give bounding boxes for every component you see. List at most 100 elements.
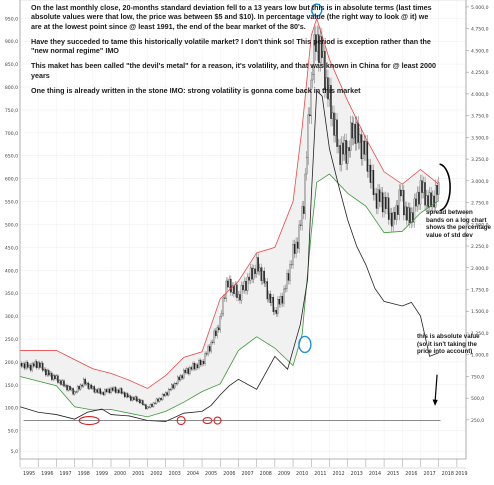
candle-body: [271, 297, 273, 303]
candle-body: [98, 388, 100, 393]
highlight-ellipse: [202, 416, 213, 425]
candle-body: [175, 383, 177, 385]
candle-body: [315, 34, 317, 52]
candle-body: [128, 395, 130, 398]
candle-body: [386, 197, 388, 209]
candle-body: [368, 164, 370, 172]
highlight-ellipse: [213, 416, 222, 425]
candle-body: [70, 388, 73, 391]
x-tick-label: 1995: [23, 471, 35, 477]
right-tick-label: 3.250,0: [471, 157, 489, 163]
candle-body: [55, 375, 58, 380]
right-tick-label: 2.000,0: [471, 266, 489, 272]
candle-body: [79, 384, 82, 390]
candle-body: [34, 361, 36, 367]
right-tick-label: 1.000,0: [471, 353, 489, 359]
candle-body: [413, 198, 416, 223]
candle-body: [319, 36, 322, 63]
candle-body: [183, 369, 185, 379]
candle-body: [180, 375, 182, 381]
candle-body: [64, 384, 67, 387]
candle-body: [366, 141, 369, 172]
candle-body: [131, 397, 133, 401]
candle-body: [32, 363, 35, 367]
bracket-mark: [439, 163, 451, 212]
candle-body: [362, 140, 364, 160]
candle-body: [199, 360, 202, 366]
candle-body: [260, 267, 262, 281]
candle-body: [400, 189, 402, 197]
candle-body: [296, 241, 299, 249]
candle-body: [105, 389, 108, 393]
y-tick-label: 150,0: [5, 383, 18, 389]
candle-body: [152, 402, 155, 407]
candle-body: [25, 361, 27, 369]
candle-body: [298, 224, 300, 249]
candle-body: [392, 212, 394, 227]
y-tick-label: 750,0: [5, 108, 18, 114]
x-tick-label: 2004: [187, 471, 199, 477]
candle-body: [142, 400, 144, 405]
candle-body: [149, 404, 152, 408]
candle-body: [66, 384, 68, 391]
candle-body: [380, 192, 382, 202]
arrow-shaft: [434, 374, 438, 403]
x-tick-label: 2009: [278, 471, 290, 477]
right-tick-label: 4.000,0: [471, 92, 489, 98]
y-tick-label: 950,0: [5, 16, 18, 22]
candle-body: [359, 134, 361, 143]
x-tick-label: 2011: [314, 471, 326, 477]
candle-body: [268, 293, 270, 300]
candle-body: [169, 389, 171, 390]
candle-body: [143, 404, 146, 406]
candle-body: [45, 368, 47, 376]
candle-body: [345, 140, 347, 164]
candle-body: [154, 402, 156, 404]
candle-body: [37, 362, 39, 368]
right-tick-label: 2.750,0: [471, 201, 489, 207]
candle-body: [343, 140, 346, 155]
candle-body: [334, 119, 337, 136]
candle-body: [415, 198, 417, 207]
candle-body: [278, 299, 281, 305]
x-tick-label: 2019: [455, 471, 467, 477]
candle-body: [277, 299, 279, 314]
candle-body: [192, 363, 194, 370]
candle-body: [381, 192, 384, 213]
candle-body: [378, 189, 381, 202]
candle-body: [107, 388, 109, 393]
candle-body: [263, 270, 265, 284]
candle-body: [398, 189, 400, 215]
y-tick-label: 900,0: [5, 39, 18, 45]
candle-body: [284, 288, 287, 290]
candle-body: [51, 372, 53, 380]
candle-body: [372, 170, 375, 196]
candle-body: [262, 270, 264, 281]
candle-body: [240, 285, 243, 301]
candle-body: [208, 346, 211, 352]
candle-body: [134, 396, 136, 400]
right-tick-label: 500,0: [471, 396, 484, 402]
candle-body: [174, 383, 176, 389]
candle-body: [318, 34, 320, 63]
right-tick-label: 1.250,0: [471, 331, 489, 337]
candle-body: [76, 386, 79, 393]
candle-body: [26, 361, 29, 368]
candle-body: [384, 197, 387, 209]
candle-body: [424, 182, 426, 206]
candle-body: [189, 367, 191, 374]
candle-body: [274, 309, 276, 312]
candle-body: [337, 145, 340, 147]
candle-body: [48, 370, 50, 376]
candle-body: [60, 380, 62, 385]
y-tick-label: 400,0: [5, 268, 18, 274]
candle-body: [371, 170, 373, 183]
candle-body: [57, 375, 59, 383]
candle-body: [293, 244, 296, 254]
candle-body: [28, 364, 30, 368]
candle-body: [73, 391, 76, 395]
x-tick-label: 2013: [351, 471, 363, 477]
candle-body: [357, 122, 359, 143]
candle-body: [254, 268, 256, 274]
